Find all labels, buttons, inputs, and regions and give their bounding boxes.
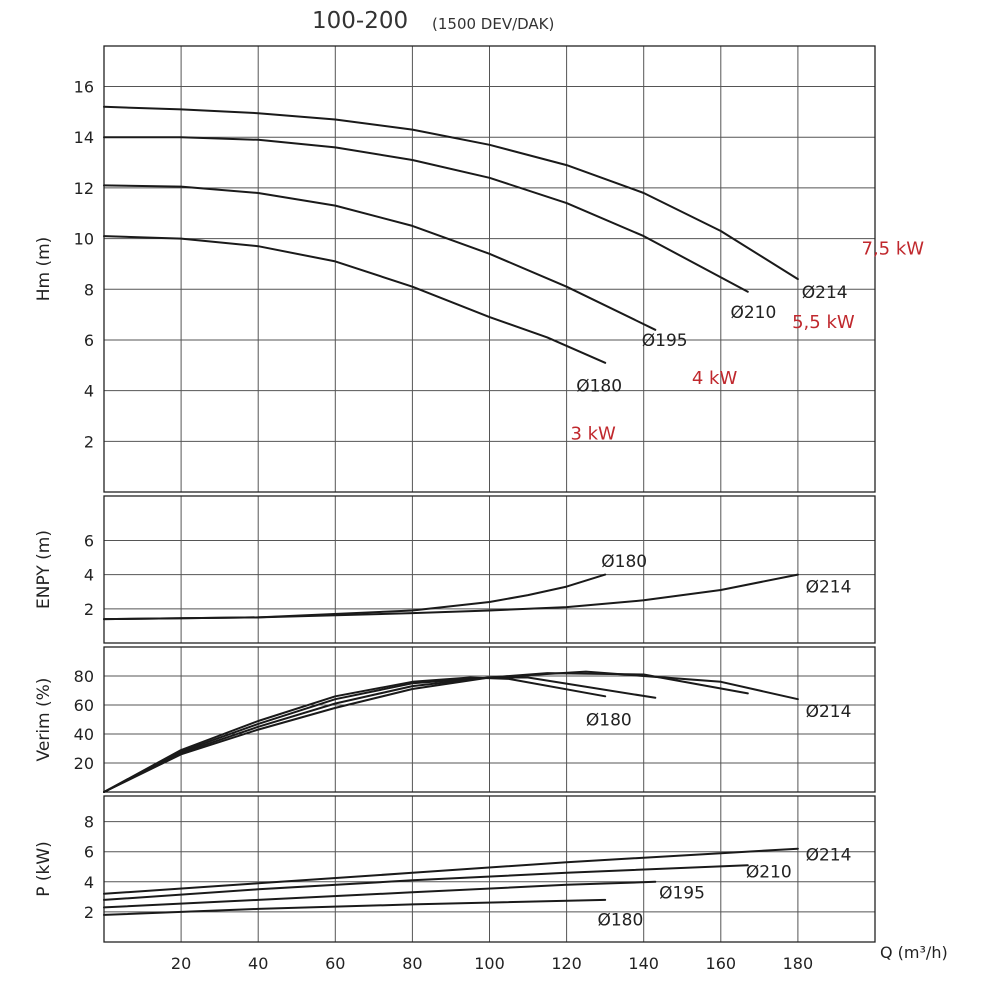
hm-ytick-label: 4: [84, 382, 94, 401]
p-curve-label: Ø210: [746, 862, 792, 882]
verim-frame: [103, 646, 876, 793]
motor-power-label: 3 kW: [570, 424, 616, 445]
hm-ytick-label: 12: [74, 179, 94, 198]
xtick-label: 140: [628, 954, 659, 973]
chart-subtitle: (1500 DEV/DAK): [432, 15, 555, 33]
verim-curve-d214: [103, 670, 799, 793]
verim-ytick-label: 40: [74, 725, 94, 744]
enpy-panel: [103, 495, 876, 644]
verim-curve-d180: [103, 676, 607, 793]
hm-curve-label: Ø210: [730, 303, 776, 323]
hm-ytick-label: 10: [74, 230, 94, 249]
hm-ytick-label: 16: [74, 78, 94, 97]
p-curve-label: Ø214: [806, 846, 852, 866]
xtick-label: 100: [474, 954, 505, 973]
p-curve-label: Ø180: [597, 910, 643, 930]
verim-curve-d195: [103, 676, 657, 793]
p-ylabel: P (kW): [34, 841, 54, 897]
xtick-label: 160: [706, 954, 737, 973]
hm-frame: [103, 45, 876, 493]
verim-curve-label: Ø180: [586, 711, 632, 731]
p-panel: [103, 795, 876, 943]
p-curve-label: Ø195: [659, 883, 705, 903]
enpy-curve-label: Ø214: [806, 578, 852, 598]
hm-ytick-label: 6: [84, 331, 94, 350]
enpy-frame: [103, 495, 876, 644]
hm-curve-label: Ø180: [576, 377, 622, 397]
p-curve-d214: [103, 847, 799, 895]
verim-ylabel: Verim (%): [34, 678, 54, 762]
hm-curve-d195: [103, 184, 657, 331]
verim-ytick-label: 60: [74, 696, 94, 715]
p-ytick-label: 6: [84, 843, 94, 862]
p-ytick-label: 2: [84, 903, 94, 922]
hm-ylabel: Hm (m): [34, 237, 54, 302]
hm-ytick-label: 8: [84, 280, 94, 299]
xtick-label: 60: [325, 954, 345, 973]
enpy-ytick-label: 6: [84, 531, 94, 550]
p-curve-d195: [103, 880, 657, 909]
xtick-label: 120: [551, 954, 582, 973]
verim-ytick-label: 20: [74, 754, 94, 773]
chart-title: 100-200: [312, 8, 409, 34]
enpy-curve-d214: [103, 573, 799, 621]
hm-curve-d214: [103, 105, 799, 281]
p-ytick-label: 4: [84, 873, 94, 892]
hm-panel: [103, 45, 876, 493]
motor-power-label: 5,5 kW: [792, 312, 855, 333]
verim-ytick-label: 80: [74, 667, 94, 686]
verim-panel: [103, 646, 876, 793]
p-frame: [103, 795, 876, 943]
hm-ytick-label: 14: [74, 128, 94, 147]
enpy-curve-label: Ø180: [601, 552, 647, 572]
enpy-ytick-label: 4: [84, 566, 94, 585]
enpy-ytick-label: 2: [84, 600, 94, 619]
motor-power-label: 4 kW: [692, 368, 738, 389]
p-ytick-label: 8: [84, 813, 94, 832]
xtick-label: 80: [402, 954, 422, 973]
enpy-ylabel: ENPY (m): [34, 530, 54, 609]
p-curve-d180: [103, 898, 607, 916]
verim-curve-d210: [103, 672, 749, 793]
xtick-label: 20: [171, 954, 191, 973]
enpy-curve-d180: [103, 573, 607, 621]
xtick-label: 40: [248, 954, 268, 973]
hm-curve-d210: [103, 136, 749, 293]
verim-curve-label: Ø214: [806, 702, 852, 722]
hm-ytick-label: 2: [84, 432, 94, 451]
hm-curve-label: Ø195: [642, 331, 688, 351]
x-axis-label: Q (m³/h): [880, 943, 948, 962]
hm-curve-label: Ø214: [802, 283, 848, 303]
p-curve-d210: [103, 864, 749, 901]
hm-curve-d180: [103, 235, 607, 364]
xtick-label: 180: [783, 954, 814, 973]
motor-power-label: 7,5 kW: [862, 239, 925, 260]
